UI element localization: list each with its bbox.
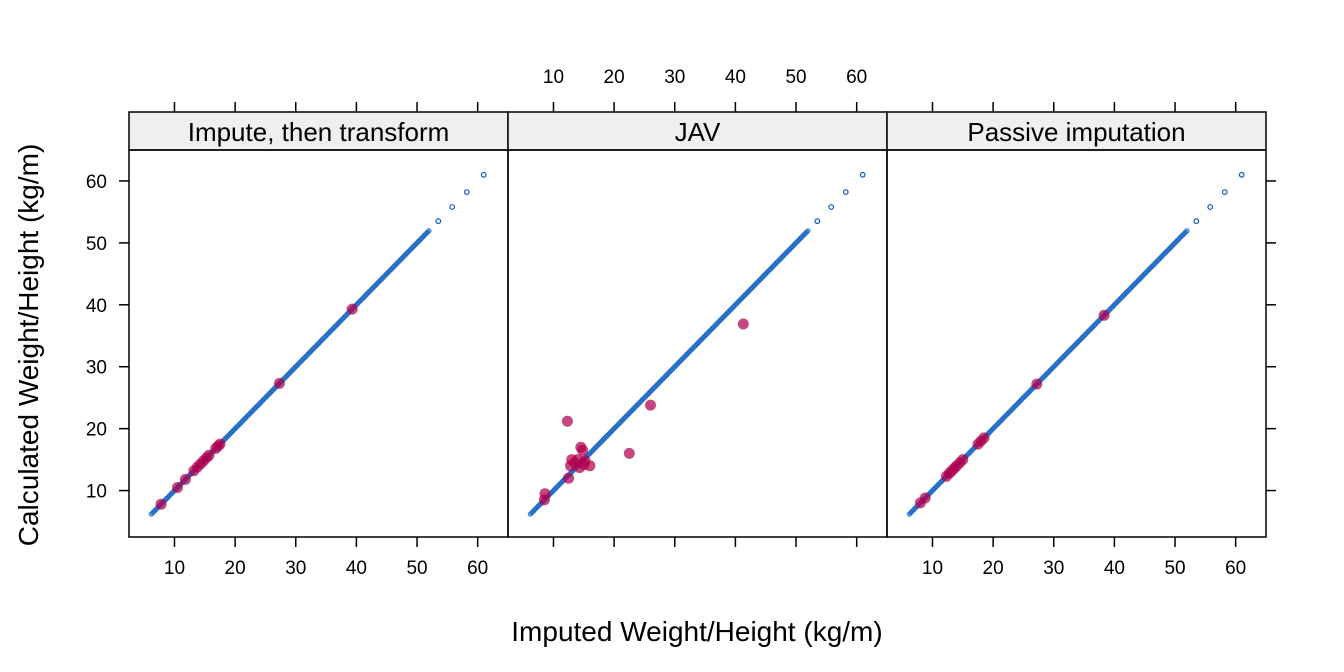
x-tick-label: 20 (225, 558, 246, 579)
x-tick-label: 50 (785, 67, 806, 88)
x-tick-label: 40 (346, 558, 367, 579)
panel-2: JAV 10 20 30 40 50 60 (507, 67, 888, 547)
observed-point (435, 218, 442, 225)
imputed-point (957, 454, 969, 466)
observed-point (828, 204, 835, 210)
x-tick-label: 20 (604, 67, 625, 88)
x-axis-title: Imputed Weight/Height (kg/m) (511, 616, 882, 647)
x-tick-label: 10 (164, 558, 185, 579)
observed-point (449, 204, 456, 210)
imputed-point (1031, 378, 1043, 390)
panel-strip (886, 111, 1267, 151)
panel-3: Passive imputation 10 20 30 40 50 60 (886, 102, 1276, 579)
imputed-point (346, 303, 358, 315)
imputed-series (538, 318, 749, 506)
x-tick-label: 10 (543, 67, 564, 88)
x-tick-label: 50 (1164, 558, 1185, 579)
x-tick-label: 30 (1043, 558, 1064, 579)
imputed-point (577, 444, 589, 456)
imputed-point (214, 438, 226, 450)
imputed-point (623, 447, 635, 459)
imputed-point (561, 415, 573, 427)
observed-point (480, 171, 487, 178)
imputed-point (539, 488, 551, 500)
imputed-point (737, 318, 749, 330)
panels-layer: Impute, then transform 10 20 30 40 50 60 10 20 30… (86, 67, 1276, 579)
x-tick-label: 30 (285, 558, 306, 579)
y-axis-title: Calculated Weight/Height (kg/m) (13, 144, 44, 547)
observed-point (859, 171, 866, 178)
observed-point (1238, 171, 1245, 178)
imputed-point (273, 377, 285, 389)
x-tick-label: 60 (846, 67, 867, 88)
imputed-point (179, 473, 191, 485)
imputed-series (914, 309, 1110, 509)
imputed-point (155, 498, 167, 510)
y-tick-label: 10 (86, 482, 107, 503)
observed-point (1207, 204, 1214, 210)
x-tick-label: 50 (406, 558, 427, 579)
imputed-point (919, 492, 931, 504)
imputed-point (203, 449, 215, 461)
panel-strip (128, 111, 509, 151)
imputed-point (645, 399, 656, 411)
imputed-point (978, 432, 990, 444)
panel-1: Impute, then transform 10 20 30 40 50 60 10 20 30… (86, 102, 509, 579)
x-tick-label: 40 (725, 67, 746, 88)
y-tick-label: 50 (86, 234, 107, 255)
y-tick-label: 20 (86, 420, 107, 441)
y-tick-label: 30 (86, 358, 107, 379)
panel-frame (886, 149, 1267, 538)
x-tick-label: 10 (922, 558, 943, 579)
x-tick-label: 60 (467, 558, 488, 579)
imputed-point (1098, 309, 1110, 321)
y-tick-label: 40 (86, 296, 107, 317)
imputed-point (584, 460, 596, 472)
observed-point (426, 228, 432, 234)
x-tick-label: 30 (664, 67, 685, 88)
observed-point (1193, 218, 1200, 225)
observed-point (1221, 189, 1228, 196)
panel-strip-label: Impute, then transform (188, 117, 450, 147)
x-tick-label: 60 (1225, 558, 1246, 579)
observed-point (1184, 228, 1190, 234)
imputed-series (155, 303, 358, 510)
observed-point (805, 228, 811, 234)
panel-strip-label: JAV (675, 117, 721, 147)
x-tick-label: 40 (1104, 558, 1125, 579)
observed-point (842, 189, 849, 196)
observed-point (463, 189, 470, 196)
x-tick-label: 20 (983, 558, 1004, 579)
y-tick-label: 60 (86, 172, 107, 193)
observed-point (814, 218, 821, 225)
panel-strip-label: Passive imputation (967, 117, 1185, 147)
imputed-point (563, 472, 575, 484)
imputed-point (172, 482, 183, 493)
